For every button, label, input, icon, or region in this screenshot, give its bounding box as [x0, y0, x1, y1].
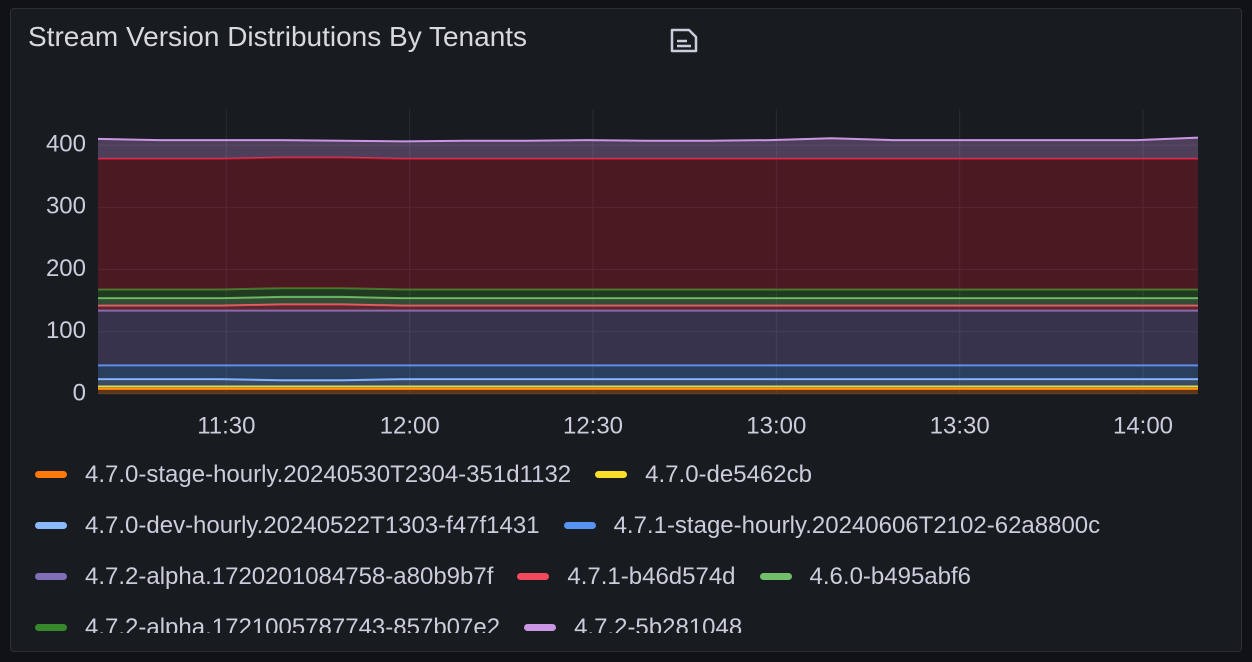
area	[98, 288, 1198, 299]
legend-swatch	[524, 624, 557, 631]
legend-label: 4.7.2-5b281048	[574, 613, 743, 634]
x-tick-label: 14:00	[1113, 412, 1173, 439]
legend-swatch	[759, 573, 792, 580]
legend-swatch	[517, 573, 550, 580]
legend-label: 4.6.0-b495abf6	[809, 562, 972, 590]
legend-label: 4.7.2-alpha.1721005787743-857b07e2	[85, 613, 501, 634]
chart: 0 100 200 300 400 11:30 12:00 12:30 13:00 13:30 14…	[46, 109, 1199, 439]
legend-swatch	[35, 573, 67, 580]
y-tick-label: 400	[46, 130, 86, 157]
x-tick-label: 13:00	[746, 412, 806, 439]
legend-swatch	[35, 471, 67, 478]
series-line	[98, 287, 1198, 291]
y-tick-label: 0	[73, 379, 86, 406]
y-tick-label: 100	[46, 317, 86, 344]
legend-label: 4.7.2-alpha.1720201084758-a80b9b7f	[85, 562, 494, 590]
legend-label: 4.7.1-stage-hourly.20240606T2102-62a8800…	[613, 511, 1101, 539]
legend-swatch	[35, 522, 67, 529]
series-line	[98, 295, 1198, 300]
x-tick-label: 13:30	[930, 412, 990, 439]
y-tick-label: 200	[46, 255, 86, 282]
panel-title: Stream Version Distributions By Tenants	[28, 21, 528, 52]
legend-label: 4.7.1-b46d574d	[567, 562, 736, 590]
series-line	[97, 136, 1199, 143]
series-line	[98, 378, 1198, 382]
series-line	[98, 156, 1198, 160]
legend-item[interactable]: 4.7.1-b46d574d	[517, 551, 736, 602]
area	[98, 389, 1198, 394]
legend-label: 4.7.0-de5462cb	[645, 460, 812, 488]
series-line	[98, 303, 1198, 307]
legend-item[interactable]: 4.7.2-alpha.1721005787743-857b07e2	[35, 602, 500, 633]
legend-item[interactable]: 4.7.2-alpha.1720201084758-a80b9b7f	[35, 551, 493, 602]
legend-swatch	[595, 471, 628, 478]
area	[98, 310, 1198, 366]
legend-item[interactable]: 4.6.0-b495abf6	[759, 551, 972, 602]
area	[98, 157, 1198, 290]
legend-item[interactable]: 4.7.0-de5462cb	[595, 449, 812, 500]
legend: 4.7.0-stage-hourly.20240530T2304-351d113…	[35, 449, 1225, 633]
legend-swatch	[35, 624, 67, 631]
x-tick-label: 12:00	[380, 412, 440, 439]
legend-label: 4.7.0-dev-hourly.20240522T1303-f47f1431	[85, 511, 540, 539]
x-tick-label: 12:30	[563, 412, 623, 439]
legend-item[interactable]: 4.7.0-dev-hourly.20240522T1303-f47f1431	[35, 500, 540, 551]
area	[98, 379, 1198, 387]
legend-swatch	[563, 522, 596, 529]
x-tick-label: 11:30	[197, 412, 255, 439]
legend-item[interactable]: 4.7.1-stage-hourly.20240606T2102-62a8800…	[563, 500, 1101, 551]
y-tick-label: 300	[46, 193, 86, 220]
area	[98, 365, 1198, 381]
legend-label: 4.7.0-stage-hourly.20240530T2304-351d113…	[85, 460, 572, 488]
description-icon[interactable]	[668, 27, 700, 55]
panel: Stream Version Distributions By Tenants …	[10, 8, 1242, 652]
legend-item[interactable]: 4.7.0-stage-hourly.20240530T2304-351d113…	[35, 449, 571, 500]
area	[98, 137, 1198, 159]
legend-item[interactable]: 4.7.2-5b281048	[524, 602, 742, 633]
